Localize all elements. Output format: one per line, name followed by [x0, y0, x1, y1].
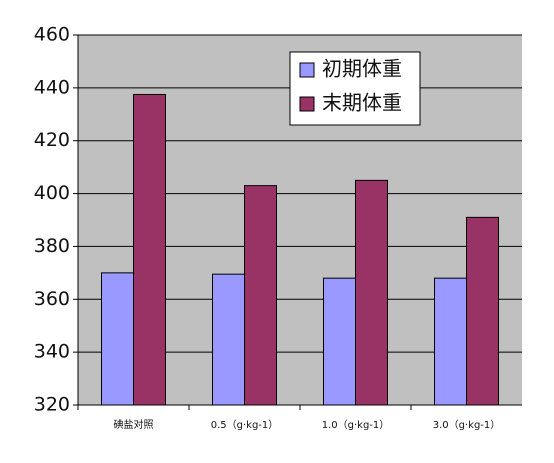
- bar: [244, 185, 277, 406]
- y-tick-label: 320: [34, 394, 70, 416]
- y-tick-label: 360: [34, 288, 70, 310]
- x-tick-label: 3.0（g·kg-1）: [433, 419, 501, 431]
- bar: [466, 216, 499, 406]
- bar: [101, 272, 134, 406]
- y-tick-label: 460: [34, 24, 70, 46]
- bar: [355, 179, 388, 406]
- bar: [133, 93, 166, 406]
- y-tick-label: 440: [34, 76, 70, 98]
- bar: [212, 273, 245, 406]
- x-tick-label: 碘盐对照: [114, 418, 154, 431]
- legend-label: 初期体重: [322, 57, 402, 81]
- bar: [323, 277, 356, 406]
- x-tick-label: 1.0（g·kg-1）: [322, 419, 390, 431]
- y-tick-label: 340: [34, 341, 70, 363]
- bar: [434, 277, 467, 406]
- y-tick-label: 420: [34, 129, 70, 151]
- legend-label: 末期体重: [322, 91, 402, 115]
- legend-swatch: [299, 62, 315, 78]
- legend-swatch: [299, 96, 315, 112]
- y-tick-label: 380: [34, 235, 70, 257]
- x-tick-label: 0.5（g·kg-1）: [211, 419, 279, 431]
- y-tick-label: 400: [34, 182, 70, 204]
